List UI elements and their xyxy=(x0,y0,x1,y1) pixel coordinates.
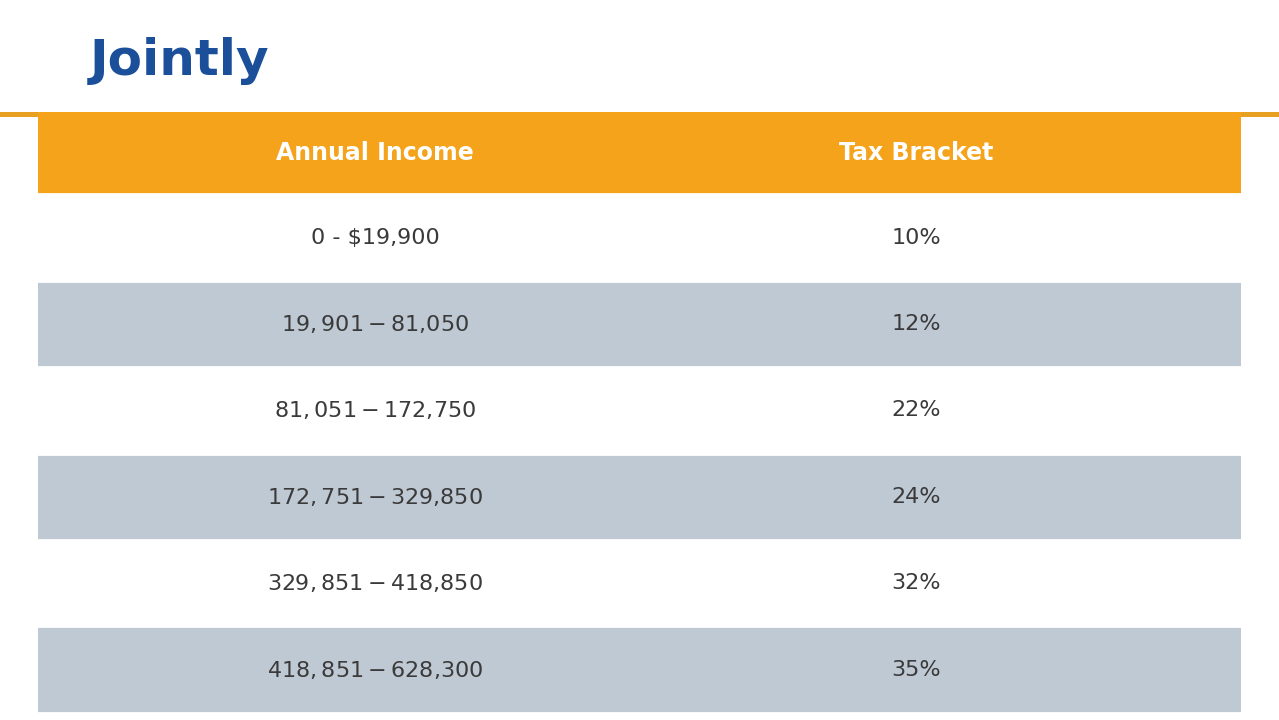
Text: 35%: 35% xyxy=(891,660,941,680)
Text: 22%: 22% xyxy=(891,400,941,420)
Bar xyxy=(0,0,1279,112)
Text: $329,851 - $418,850: $329,851 - $418,850 xyxy=(267,572,483,594)
Text: 10%: 10% xyxy=(891,228,941,248)
Bar xyxy=(38,194,1241,281)
Bar xyxy=(38,112,1241,194)
Text: 0 - $19,900: 0 - $19,900 xyxy=(311,228,440,248)
Bar xyxy=(38,540,1241,626)
Text: $418,851 - $628,300: $418,851 - $628,300 xyxy=(267,659,483,680)
Bar xyxy=(0,112,1279,117)
Text: $172,751 - $329,850: $172,751 - $329,850 xyxy=(267,486,483,508)
Text: 24%: 24% xyxy=(891,487,941,507)
Bar xyxy=(38,281,1241,367)
Text: Tax Bracket: Tax Bracket xyxy=(839,141,994,165)
Text: 12%: 12% xyxy=(891,314,941,334)
Text: $81,051 - $172,750: $81,051 - $172,750 xyxy=(274,400,476,421)
Bar xyxy=(38,626,1241,713)
Text: Jointly: Jointly xyxy=(90,37,269,86)
Bar xyxy=(38,454,1241,540)
Bar xyxy=(38,367,1241,454)
Text: Annual Income: Annual Income xyxy=(276,141,475,165)
Text: $19,901 - $81,050: $19,901 - $81,050 xyxy=(281,313,469,335)
Text: 32%: 32% xyxy=(891,573,941,593)
